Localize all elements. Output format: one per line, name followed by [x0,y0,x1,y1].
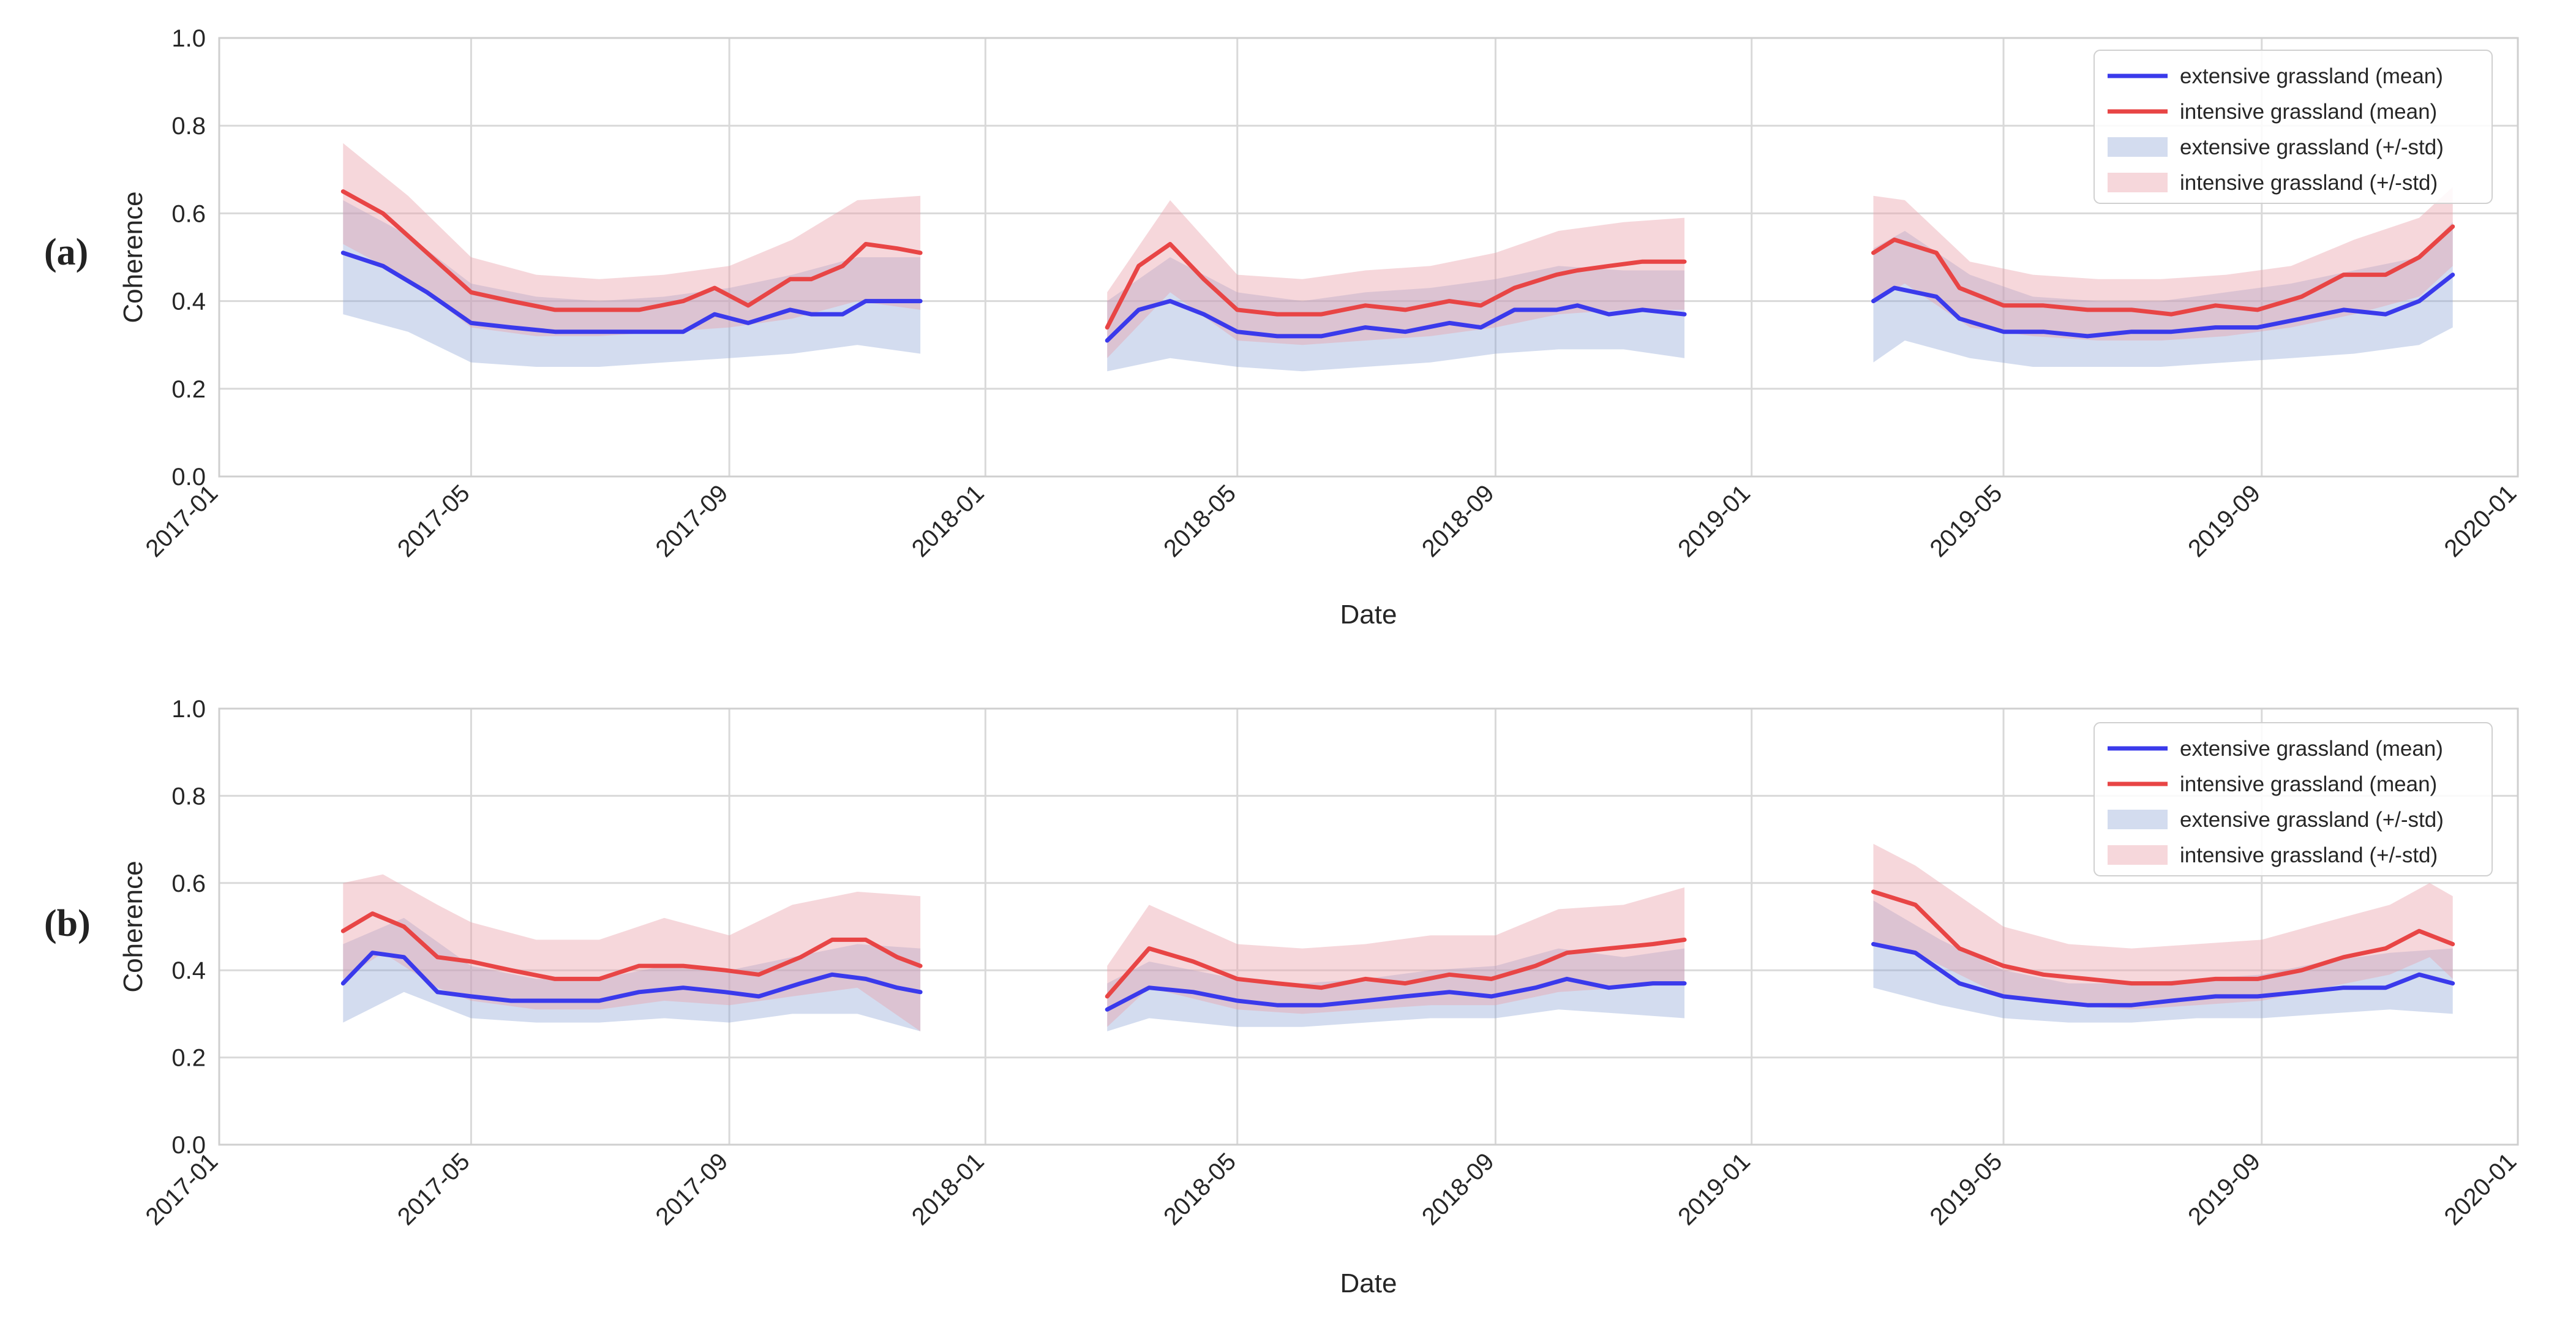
x-tick-label: 2018-05 [1158,1148,1241,1230]
legend-entry: extensive grassland (mean) [2180,64,2443,88]
extensive-mean-line [1105,976,1687,1012]
y-tick-label: 0.0 [171,464,206,491]
x-tick-label: 2018-01 [907,480,989,562]
legend-entry: intensive grassland (+/-std) [2180,843,2438,867]
legend-entry: extensive grassland (+/-std) [2180,135,2444,159]
legend-entry: intensive grassland (+/-std) [2180,171,2438,195]
legend-entry: extensive grassland (mean) [2180,737,2443,761]
intensive-mean-line [1871,889,2455,986]
x-axis-label: Date [1340,600,1397,630]
legend: extensive grassland (mean) intensive gras… [2093,50,2493,204]
y-tick-label: 1.0 [171,696,206,723]
x-tick-label: 2017-09 [651,480,734,562]
intensive-mean-line [340,911,923,981]
x-tick-label: 2019-01 [1673,1148,1756,1230]
extensive-std-band [343,917,921,1031]
plot-frame [218,37,2519,478]
intensive-std-band [1107,887,1684,1027]
legend-box [2093,722,2493,876]
y-tick-label: 0.4 [171,957,206,984]
x-tick-label: 2018-09 [1417,480,1500,562]
x-tick-label: 2020-01 [2439,480,2522,562]
x-tick-label: 2017-05 [392,480,475,562]
y-tick-label: 0.2 [171,376,206,403]
intensive-mean-line [1105,242,1687,330]
y-tick-label: 0.6 [171,200,206,227]
panel-label: (a) [44,232,88,273]
x-tick-label: 2018-09 [1417,1148,1500,1230]
x-axis-label: Date [1340,1268,1397,1298]
plot-frame [218,707,2519,1146]
x-tick-label: 2019-05 [1925,480,2008,562]
x-tick-label: 2017-01 [140,480,223,562]
y-tick-label: 0.4 [171,288,206,315]
chart-panel-b: 0.0 0.2 0.4 0.6 0.8 1.0 2017-01 2017-05 2017-09 2… [44,696,2522,1298]
x-tick-label: 2020-01 [2439,1148,2522,1230]
extensive-mean-line [340,951,923,1003]
y-tick-label: 0.6 [171,870,206,897]
legend-band-swatch [2108,810,2168,829]
extensive-mean-line [1105,299,1687,343]
panel-label: (b) [44,903,91,944]
x-tick-label: 2019-09 [2183,1148,2266,1230]
y-tick-label: 0.0 [171,1132,206,1159]
legend-entry: extensive grassland (+/-std) [2180,808,2444,832]
extensive-mean-line [1871,942,2455,1007]
intensive-std-band [1873,187,2453,341]
intensive-mean-line [1871,224,2455,317]
extensive-std-band [1107,948,1684,1031]
legend-entry: intensive grassland (mean) [2180,772,2437,796]
x-tick-label: 2018-01 [907,1148,989,1230]
legend-entry: intensive grassland (mean) [2180,100,2437,124]
extensive-mean-line [1871,273,2455,339]
x-tick-label: 2019-05 [1925,1148,2008,1230]
y-tick-label: 0.8 [171,113,206,140]
chart-panel-a: 0.0 0.2 0.4 0.6 0.8 1.0 2017-01 2017-05 2017-09 2… [44,25,2522,630]
y-tick-label: 0.2 [171,1045,206,1072]
y-axis-label: Coherence [118,860,148,992]
x-tick-label: 2018-05 [1158,480,1241,562]
legend-band-swatch [2108,137,2168,157]
intensive-std-band [1107,200,1684,358]
legend-band-swatch [2108,845,2168,865]
y-tick-label: 0.8 [171,783,206,810]
x-tick-label: 2017-01 [140,1148,223,1230]
x-tick-label: 2019-09 [2183,480,2266,562]
legend-band-swatch [2108,173,2168,192]
intensive-mean-line [340,189,923,312]
x-tick-label: 2017-05 [392,1148,475,1230]
x-tick-label: 2017-09 [651,1148,734,1230]
x-tick-label: 2019-01 [1673,480,1756,562]
intensive-mean-line [1105,937,1687,999]
extensive-mean-line [340,250,923,334]
y-axis-label: Coherence [118,191,148,323]
extensive-std-band [1107,257,1684,372]
legend: extensive grassland (mean) intensive gras… [2093,722,2493,876]
legend-box [2093,50,2493,204]
y-tick-label: 1.0 [171,25,206,52]
